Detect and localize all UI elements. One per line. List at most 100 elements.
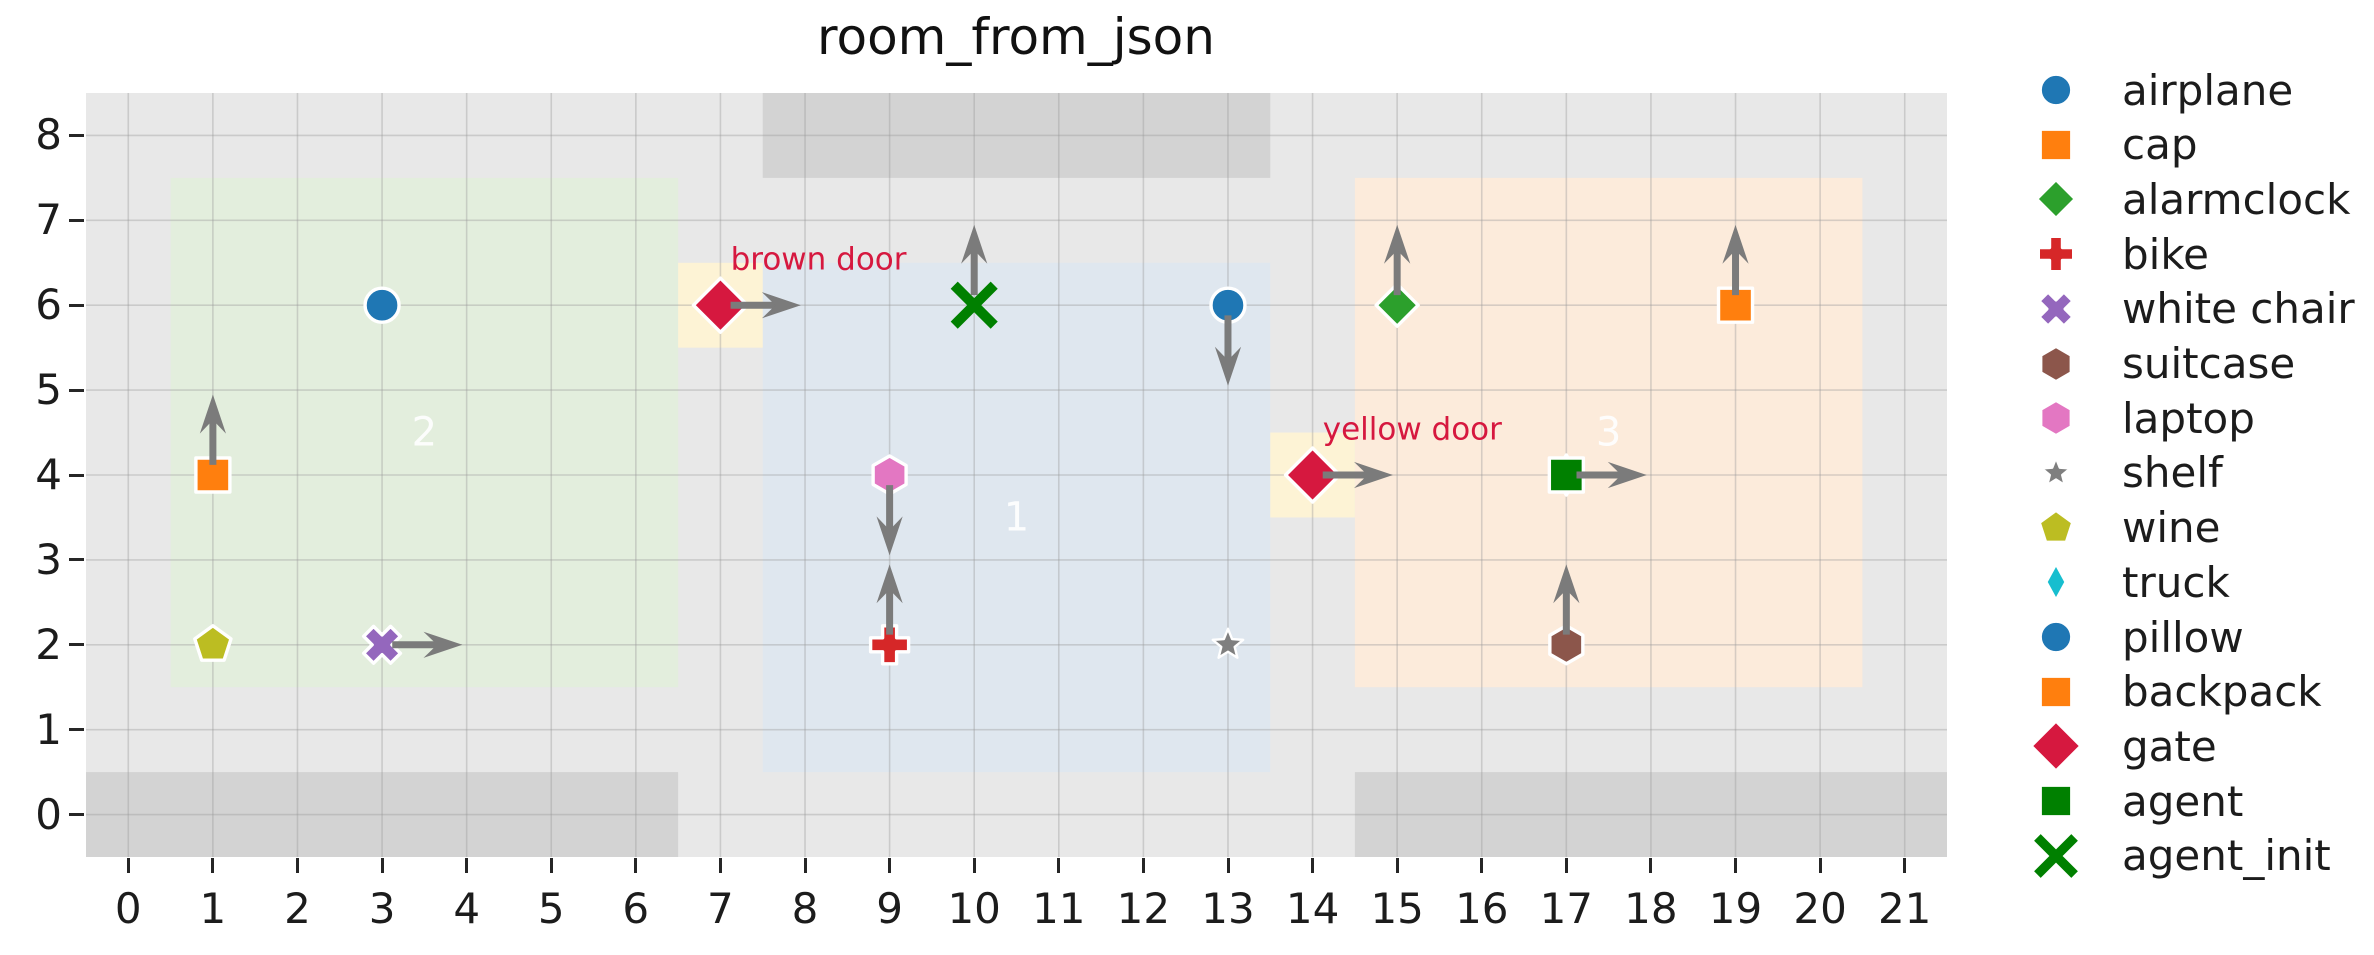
legend-marker-pentagon bbox=[2037, 508, 2075, 544]
x-tick-mark bbox=[465, 858, 469, 873]
y-tick-mark bbox=[69, 813, 84, 817]
x-tick-label: 4 bbox=[453, 884, 481, 933]
x-tick-label: 6 bbox=[622, 884, 650, 933]
legend-label: white chair bbox=[2122, 284, 2355, 334]
legend-label: pillow bbox=[2122, 612, 2244, 662]
x-tick-mark bbox=[888, 858, 892, 873]
legend-label: laptop bbox=[2122, 393, 2255, 443]
x-tick-mark bbox=[1311, 858, 1315, 873]
legend-marker-hexagon bbox=[2038, 398, 2074, 438]
x-tick-mark bbox=[126, 858, 130, 873]
y-tick-label: 4 bbox=[35, 450, 62, 499]
facing-arrow bbox=[199, 394, 226, 465]
legend-label: agent bbox=[2122, 776, 2244, 826]
x-tick-label: 18 bbox=[1624, 884, 1678, 933]
legend-item-wine: wine bbox=[2028, 501, 2220, 555]
legend-marker-diamond bbox=[2034, 178, 2078, 221]
facing-arrow bbox=[1322, 461, 1393, 489]
plot-area: 2 1 3 brown door yellow door bbox=[86, 93, 1947, 857]
x-tick-mark bbox=[718, 858, 722, 873]
facing-arrow bbox=[392, 631, 463, 658]
legend-marker-x-line bbox=[2034, 833, 2078, 878]
legend-item-white-chair: white chair bbox=[2028, 282, 2355, 336]
y-tick-label: 5 bbox=[35, 365, 62, 415]
marker-airplane bbox=[363, 286, 401, 324]
legend-item-gate: gate bbox=[2028, 719, 2217, 774]
x-tick-mark bbox=[803, 858, 807, 873]
room-label: 3 bbox=[1596, 410, 1621, 456]
legend-item-bike: bike bbox=[2028, 227, 2209, 281]
legend-item-truck: truck bbox=[2028, 555, 2230, 609]
legend-marker-x-filled bbox=[2037, 289, 2075, 328]
room-1 bbox=[762, 262, 1271, 773]
marker-agent_init bbox=[950, 281, 998, 329]
legend-item-laptop: laptop bbox=[2028, 391, 2255, 445]
legend-item-agent_init: agent_init bbox=[2028, 829, 2331, 883]
legend-label: agent_init bbox=[2122, 831, 2331, 881]
legend-label: cap bbox=[2122, 120, 2198, 170]
legend-label: alarmclock bbox=[2122, 174, 2351, 224]
facing-arrow bbox=[1576, 461, 1647, 489]
x-tick-label: 17 bbox=[1539, 884, 1594, 933]
x-tick-label: 9 bbox=[876, 884, 903, 933]
marker-white-chair bbox=[361, 624, 403, 665]
x-tick-label: 15 bbox=[1370, 884, 1424, 933]
y-tick-mark bbox=[69, 218, 84, 222]
y-tick-mark bbox=[69, 728, 84, 732]
legend-marker-square bbox=[2038, 674, 2074, 710]
marker-wine bbox=[193, 624, 233, 662]
y-tick-label: 2 bbox=[35, 619, 62, 669]
x-tick-label: 7 bbox=[707, 884, 734, 933]
y-tick-label: 6 bbox=[35, 280, 62, 330]
x-tick-mark bbox=[1903, 858, 1907, 873]
y-tick-mark bbox=[69, 388, 84, 392]
x-tick-label: 19 bbox=[1708, 884, 1763, 933]
facing-arrow bbox=[876, 485, 903, 556]
y-tick-mark bbox=[69, 473, 84, 477]
legend-marker-plus bbox=[2036, 234, 2076, 274]
facing-arrow bbox=[1214, 315, 1242, 386]
legend-marker-hexagon bbox=[2038, 344, 2074, 383]
x-tick-label: 12 bbox=[1116, 884, 1171, 933]
room-label: 1 bbox=[1004, 494, 1029, 540]
y-tick-mark bbox=[69, 643, 84, 647]
x-tick-mark bbox=[634, 858, 638, 873]
y-tick-label: 0 bbox=[35, 789, 62, 839]
marker-alarmclock bbox=[1374, 282, 1420, 328]
x-tick-label: 14 bbox=[1285, 884, 1340, 933]
x-tick-mark bbox=[1395, 858, 1399, 873]
legend-label: suitcase bbox=[2122, 339, 2296, 388]
legend-marker-circle bbox=[2038, 72, 2074, 108]
legend-label: truck bbox=[2122, 557, 2230, 607]
y-tick-label: 8 bbox=[35, 110, 62, 160]
door-label: brown door bbox=[731, 242, 907, 278]
wall bbox=[1354, 772, 1947, 857]
y-tick-mark bbox=[69, 303, 84, 307]
marker-bike bbox=[868, 624, 911, 666]
x-tick-label: 10 bbox=[947, 884, 1001, 933]
marker-gate bbox=[691, 276, 750, 334]
legend-item-shelf: shelf bbox=[2028, 446, 2223, 500]
wall bbox=[762, 93, 1271, 178]
x-tick-mark bbox=[1818, 858, 1822, 873]
legend-label: wine bbox=[2122, 503, 2221, 553]
room-3 bbox=[1354, 177, 1863, 688]
x-tick-mark bbox=[1564, 858, 1568, 873]
facing-arrow bbox=[1553, 564, 1580, 635]
x-tick-label: 2 bbox=[284, 884, 311, 933]
legend-item-airplane: airplane bbox=[2028, 63, 2293, 117]
y-tick-label: 7 bbox=[35, 195, 62, 245]
legend-label: backpack bbox=[2122, 667, 2322, 717]
legend-marker-big-diamond bbox=[2029, 719, 2083, 774]
legend-item-backpack: backpack bbox=[2028, 665, 2322, 719]
y-tick-label: 3 bbox=[35, 534, 62, 584]
legend-label: gate bbox=[2122, 721, 2217, 771]
x-tick-mark bbox=[296, 858, 299, 873]
x-tick-label: 13 bbox=[1201, 884, 1255, 933]
x-tick-label: 11 bbox=[1032, 884, 1086, 933]
y-tick-mark bbox=[69, 133, 84, 137]
x-tick-label: 1 bbox=[199, 884, 227, 933]
legend-label: airplane bbox=[2122, 65, 2294, 115]
legend-item-pillow: pillow bbox=[2028, 610, 2244, 664]
facing-arrow bbox=[1722, 224, 1749, 296]
